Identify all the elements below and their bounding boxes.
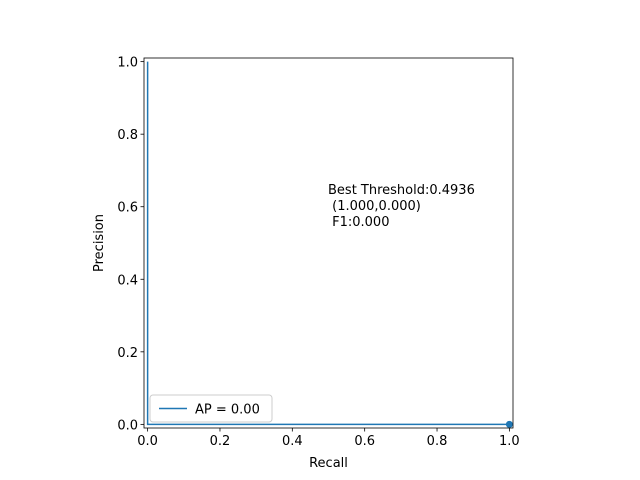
plot-area <box>146 61 513 428</box>
x-tick-label: 0.4 <box>282 434 303 449</box>
x-tick-label: 1.0 <box>499 434 520 449</box>
y-tick-label: 0.0 <box>117 418 138 433</box>
best-threshold-marker <box>505 420 513 428</box>
y-tick-label: 1.0 <box>117 56 138 71</box>
y-axis-label: Precision <box>92 214 107 272</box>
y-tick-label: 0.6 <box>117 201 138 216</box>
legend-label: AP = 0.00 <box>195 403 260 418</box>
annotation-line: F1:0.000 <box>328 215 389 230</box>
legend-box <box>149 394 273 423</box>
series-line-0 <box>146 61 510 426</box>
annotation-line: (1.000,0.000) <box>328 199 421 214</box>
y-tick-label: 0.8 <box>117 128 138 143</box>
annotation-layer: Best Threshold:0.4936 (1.000,0.000) F1:0… <box>328 183 475 230</box>
x-tick-label: 0.0 <box>137 434 158 449</box>
x-tick-label: 0.6 <box>354 434 375 449</box>
x-tick-label: 0.2 <box>210 434 231 449</box>
x-axis-label: Recall <box>309 456 348 471</box>
axes: 0.0 0.2 0.4 0.6 0.8 1.0 0.0 0.2 0.4 0.6 0.8 1.0 Reca… <box>92 56 520 471</box>
y-tick-label: 0.4 <box>117 273 138 288</box>
x-tick-label: 0.8 <box>427 434 448 449</box>
y-tick-label: 0.2 <box>117 346 138 361</box>
axes-frame <box>143 57 514 429</box>
annotation-line: Best Threshold:0.4936 <box>328 183 475 198</box>
legend: AP = 0.00 <box>149 394 273 423</box>
